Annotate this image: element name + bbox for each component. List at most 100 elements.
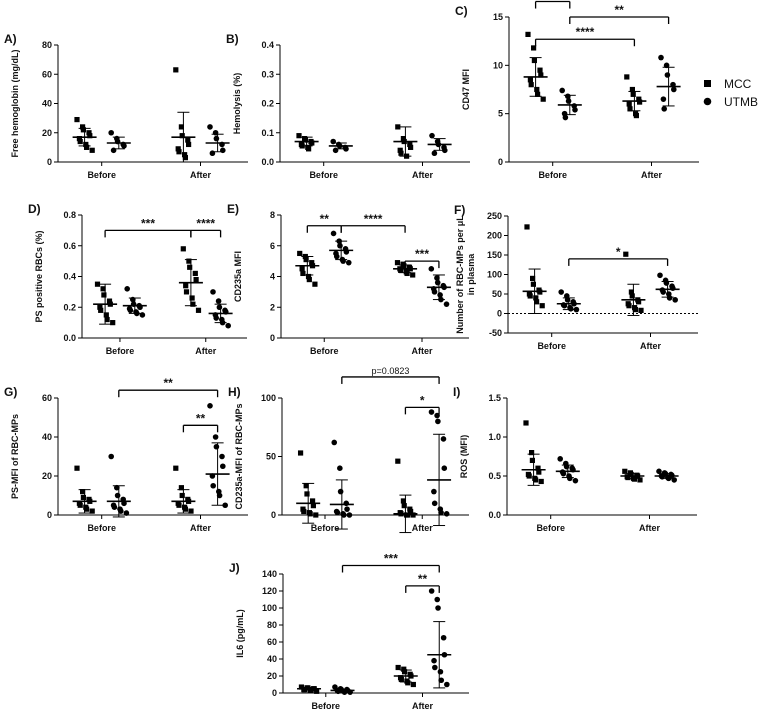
y-axis-label: PS positive RBCs (%): [34, 230, 44, 322]
data-point: [524, 224, 530, 230]
data-point: [527, 293, 533, 299]
legend-marker-utmb: [703, 97, 712, 106]
y-tick-label: 15: [493, 12, 503, 22]
data-point: [123, 510, 130, 516]
data-point: [428, 588, 435, 594]
data-point: [539, 303, 545, 309]
x-category-label: After: [412, 523, 433, 533]
y-axis-label: Hemolysis (%): [232, 73, 242, 135]
data-point: [182, 506, 188, 512]
legend-label-utmb: UTMB: [724, 95, 758, 109]
data-point: [523, 420, 529, 426]
data-point: [179, 133, 185, 139]
data-point: [124, 286, 130, 292]
data-point: [401, 669, 408, 675]
data-point: [629, 293, 635, 299]
data-point: [127, 307, 134, 314]
data-point: [534, 299, 540, 305]
y-tick-label: 0.0: [261, 157, 274, 167]
data-point: [94, 281, 101, 287]
y-tick-label: 0: [271, 510, 276, 520]
data-point: [444, 681, 450, 688]
data-point: [623, 251, 629, 257]
data-point: [401, 503, 407, 509]
data-point: [111, 504, 118, 511]
data-point: [636, 299, 642, 305]
data-point: [395, 124, 401, 130]
x-category-label: Before: [537, 341, 566, 351]
data-point: [114, 492, 121, 499]
y-tick-label: 0: [47, 510, 52, 520]
data-point: [86, 130, 92, 136]
x-category-label: After: [639, 523, 660, 533]
data-point: [664, 72, 671, 78]
data-point: [530, 275, 536, 281]
data-point: [303, 483, 309, 489]
data-point: [672, 297, 678, 303]
y-tick-label: 2: [270, 302, 275, 312]
data-point: [535, 465, 541, 471]
data-point: [330, 138, 337, 145]
x-category-label: After: [190, 523, 211, 533]
y-tick-label: -50: [489, 328, 502, 338]
data-point: [404, 270, 410, 277]
y-tick-label: 0.0: [63, 333, 76, 343]
data-point: [210, 289, 216, 295]
y-tick-label: 50: [266, 452, 276, 462]
panel-label: G): [4, 385, 17, 399]
significance-label: ***: [384, 552, 398, 566]
data-point: [297, 250, 303, 257]
data-point: [306, 146, 312, 152]
data-point: [431, 150, 438, 157]
data-point: [626, 101, 632, 107]
data-point: [297, 450, 304, 456]
data-point: [304, 491, 310, 497]
data-point: [660, 289, 666, 295]
y-tick-label: 100: [261, 393, 276, 403]
y-tick-label: 5: [498, 109, 503, 119]
data-point: [431, 657, 437, 664]
y-tick-label: 100: [487, 270, 502, 280]
data-point: [438, 509, 444, 516]
chart-panel-1: B) 0.0 0.1 0.2 0.3 0.4 Before After Hemolysis (%…: [226, 32, 470, 180]
data-point: [76, 136, 82, 142]
data-point: [313, 512, 319, 518]
data-point: [139, 312, 146, 318]
data-point: [305, 273, 312, 280]
y-tick-label: 0.4: [63, 272, 76, 282]
y-tick-label: 0: [497, 309, 502, 319]
y-tick-label: 1.5: [488, 393, 501, 403]
significance-label: p=0.0823: [372, 366, 410, 376]
significance-label: **: [320, 212, 330, 226]
data-point: [178, 485, 184, 491]
data-point: [215, 298, 222, 304]
significance-label: **: [196, 411, 206, 425]
data-point: [435, 605, 441, 611]
significance-label: **: [164, 376, 174, 390]
data-point: [538, 72, 544, 78]
data-point: [567, 475, 573, 482]
data-point: [398, 150, 404, 156]
data-point: [106, 298, 113, 304]
data-point: [187, 264, 193, 270]
data-point: [192, 270, 198, 277]
panel-label: D): [28, 202, 41, 216]
data-point: [404, 512, 411, 518]
panel-label: A): [4, 32, 17, 46]
data-point: [429, 132, 435, 139]
data-point: [631, 476, 637, 482]
data-point: [434, 596, 441, 603]
data-point: [428, 409, 435, 415]
data-point: [525, 31, 531, 37]
y-tick-label: 0: [498, 157, 503, 167]
data-point: [337, 488, 344, 495]
data-point: [176, 149, 182, 155]
x-category-label: Before: [310, 346, 339, 356]
panel-label: C): [455, 4, 468, 18]
panel-label: I): [453, 385, 460, 399]
y-tick-label: 0.4: [261, 40, 274, 50]
data-point: [637, 99, 643, 105]
data-point: [661, 106, 667, 112]
data-point: [663, 62, 670, 69]
